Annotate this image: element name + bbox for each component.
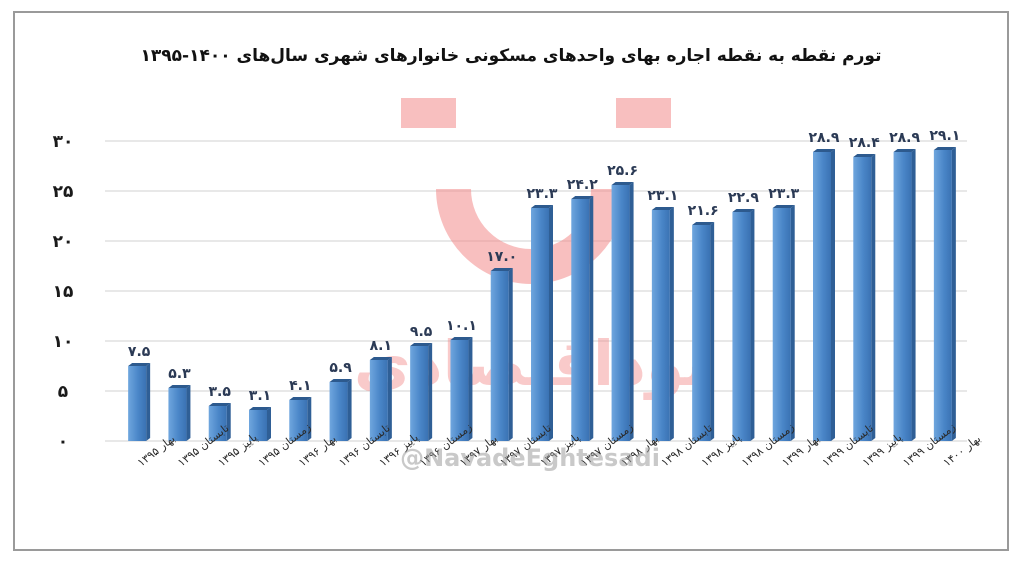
bar (410, 343, 433, 441)
y-tick-label: ۱۵ (53, 282, 74, 302)
data-label: ۵.۹ (329, 360, 352, 376)
data-label: ۲۴.۲ (567, 177, 598, 193)
data-label: ۲۳.۳ (527, 186, 558, 202)
data-label: ۳.۵ (209, 384, 232, 400)
data-label: ۲۸.۹ (809, 130, 840, 146)
data-label: ۵.۳ (168, 366, 191, 382)
bar (813, 149, 835, 441)
data-label: ۸.۱ (370, 338, 392, 354)
data-label: ۱۰.۱ (446, 318, 477, 334)
y-tick-label: ۱۰ (53, 332, 74, 352)
data-label: ۲۳.۱ (647, 188, 678, 204)
bar (692, 222, 715, 441)
data-label: ۲۳.۳ (768, 186, 799, 202)
data-label: ۲۲.۹ (728, 190, 759, 206)
chart-frame: تورم نقطه به نقطه اجاره بهای واحدهای مسک… (13, 11, 1009, 551)
bar (490, 268, 513, 441)
bar (893, 149, 916, 441)
watermark-logo-bar (401, 98, 456, 128)
data-label: ۲۱.۶ (688, 203, 719, 219)
data-label: ۲۵.۶ (607, 163, 638, 179)
data-label: ۳.۱ (249, 388, 271, 404)
bar (853, 154, 876, 441)
y-tick-label: ۲۵ (53, 182, 74, 202)
bar (128, 363, 151, 441)
data-label: ۹.۵ (410, 324, 433, 340)
data-labels: ۷.۵ ۵.۳ ۳.۵ ۳.۱ ۴.۱ ۵.۹ ۸.۱ ۹.۵ ۱۰.۱ ۱۷.۰ ۲۳.۳ ۲۴.۲… (128, 128, 960, 404)
bar (450, 337, 473, 441)
chart-title: تورم نقطه به نقطه اجاره بهای واحدهای مسک… (141, 46, 882, 66)
y-tick-label: ۲۰ (53, 232, 74, 252)
y-tick-label: ۰ (58, 432, 68, 452)
data-label: ۲۹.۱ (929, 128, 960, 144)
y-tick-label: ۳۰ (53, 132, 74, 152)
bar (369, 357, 392, 441)
bar (611, 182, 634, 441)
data-label: ۷.۵ (128, 344, 151, 360)
bar (168, 385, 191, 441)
y-axis-ticks: ۰ ۵ ۱۰ ۱۵ ۲۰ ۲۵ ۳۰ (53, 132, 74, 452)
data-label: ۲۸.۹ (889, 130, 920, 146)
bar (571, 196, 594, 441)
bar (531, 205, 553, 441)
data-label: ۱۷.۰ (486, 249, 517, 265)
bar (732, 209, 755, 441)
watermark-handle-text: @NavadeEghtesadi (400, 444, 660, 472)
bar (933, 147, 956, 441)
y-tick-label: ۵ (58, 382, 68, 402)
data-label: ۲۸.۴ (849, 135, 880, 151)
bar (208, 403, 231, 441)
bar (651, 207, 674, 441)
bars (128, 147, 956, 441)
data-label: ۴.۱ (289, 378, 311, 394)
bar (772, 205, 795, 441)
bar (289, 397, 312, 441)
bar-chart: تورم نقطه به نقطه اجاره بهای واحدهای مسک… (53, 46, 984, 472)
bar (329, 379, 352, 441)
watermark-logo-bar (616, 98, 671, 128)
bar (249, 407, 271, 441)
watermark-handle: @NavadeEghtesadi (400, 444, 660, 472)
